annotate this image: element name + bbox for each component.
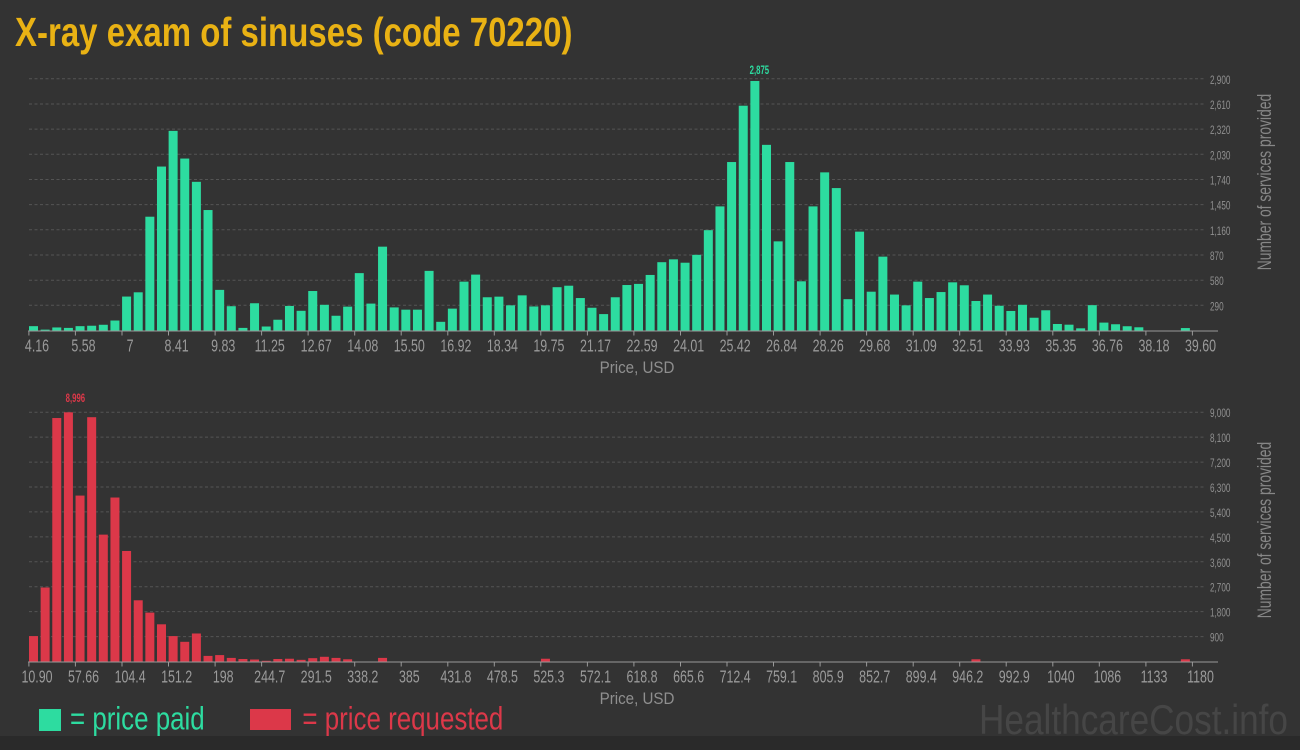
svg-text:19.75: 19.75: [533, 336, 564, 356]
svg-text:9.83: 9.83: [211, 336, 235, 356]
svg-text:1,740: 1,740: [1210, 175, 1231, 188]
svg-text:1040: 1040: [1047, 667, 1075, 687]
svg-text:104.4: 104.4: [115, 667, 146, 687]
svg-text:= price requested: = price requested: [302, 702, 503, 737]
svg-text:33.93: 33.93: [999, 336, 1030, 356]
svg-text:572.1: 572.1: [580, 667, 611, 687]
svg-text:338.2: 338.2: [347, 667, 378, 687]
svg-text:2,320: 2,320: [1210, 125, 1231, 138]
svg-text:7,200: 7,200: [1210, 458, 1231, 471]
svg-text:291.5: 291.5: [301, 667, 332, 687]
svg-text:= price paid: = price paid: [70, 702, 205, 737]
svg-text:35.35: 35.35: [1045, 336, 1076, 356]
svg-text:X-ray exam of sinuses (code 70: X-ray exam of sinuses (code 70220): [15, 9, 572, 55]
svg-text:14.08: 14.08: [347, 336, 378, 356]
svg-text:5,400: 5,400: [1210, 508, 1231, 521]
svg-text:1,450: 1,450: [1210, 200, 1231, 213]
svg-text:8.41: 8.41: [165, 336, 189, 356]
svg-text:1133: 1133: [1141, 667, 1168, 687]
svg-text:2,900: 2,900: [1210, 74, 1231, 87]
svg-text:478.5: 478.5: [487, 667, 518, 687]
svg-text:Price, USD: Price, USD: [600, 358, 675, 377]
svg-text:665.6: 665.6: [673, 667, 704, 687]
svg-text:29.68: 29.68: [859, 336, 890, 356]
svg-text:12.67: 12.67: [301, 336, 332, 356]
svg-text:2,610: 2,610: [1210, 100, 1231, 113]
svg-text:21.17: 21.17: [580, 336, 611, 356]
svg-text:Price, USD: Price, USD: [600, 689, 675, 708]
svg-text:900: 900: [1210, 632, 1224, 645]
svg-text:852.7: 852.7: [859, 667, 890, 687]
svg-text:2,700: 2,700: [1210, 582, 1231, 595]
svg-text:759.1: 759.1: [766, 667, 797, 687]
svg-text:22.59: 22.59: [626, 336, 657, 356]
svg-text:946.2: 946.2: [952, 667, 983, 687]
svg-text:580: 580: [1210, 276, 1224, 289]
svg-text:39.60: 39.60: [1185, 336, 1216, 356]
svg-text:3,600: 3,600: [1210, 557, 1231, 570]
svg-text:244.7: 244.7: [254, 667, 285, 687]
svg-text:1,160: 1,160: [1210, 225, 1231, 238]
svg-text:Number of services provided: Number of services provided: [1254, 442, 1276, 618]
svg-text:805.9: 805.9: [813, 667, 844, 687]
svg-text:385: 385: [399, 667, 420, 687]
svg-text:4.16: 4.16: [25, 336, 49, 356]
svg-text:992.9: 992.9: [999, 667, 1030, 687]
svg-text:25.42: 25.42: [720, 336, 751, 356]
svg-text:6,300: 6,300: [1210, 483, 1231, 496]
svg-text:36.76: 36.76: [1092, 336, 1123, 356]
svg-text:712.4: 712.4: [720, 667, 751, 687]
svg-text:11.25: 11.25: [255, 336, 285, 356]
svg-text:16.92: 16.92: [440, 336, 471, 356]
svg-text:5.58: 5.58: [71, 336, 95, 356]
svg-text:HealthcareCost.info: HealthcareCost.info: [979, 697, 1288, 744]
svg-text:31.09: 31.09: [906, 336, 937, 356]
svg-text:151.2: 151.2: [161, 667, 192, 687]
svg-text:1,800: 1,800: [1210, 607, 1231, 620]
svg-text:24.01: 24.01: [673, 336, 704, 356]
svg-text:9,000: 9,000: [1210, 408, 1231, 421]
svg-text:899.4: 899.4: [906, 667, 937, 687]
svg-text:8,100: 8,100: [1210, 433, 1231, 446]
svg-text:431.8: 431.8: [440, 667, 471, 687]
svg-text:8,996: 8,996: [66, 393, 86, 406]
svg-text:290: 290: [1210, 301, 1224, 314]
svg-text:10.90: 10.90: [21, 667, 52, 687]
svg-text:28.26: 28.26: [813, 336, 844, 356]
svg-text:7: 7: [127, 336, 134, 356]
svg-text:Number of services provided: Number of services provided: [1254, 94, 1276, 270]
svg-text:870: 870: [1210, 251, 1224, 264]
svg-text:1086: 1086: [1094, 667, 1122, 687]
svg-text:198: 198: [213, 667, 234, 687]
svg-text:525.3: 525.3: [533, 667, 564, 687]
svg-text:32.51: 32.51: [952, 336, 983, 356]
svg-text:618.8: 618.8: [626, 667, 657, 687]
svg-text:2,875: 2,875: [750, 65, 770, 78]
svg-text:57.66: 57.66: [68, 667, 99, 687]
svg-text:26.84: 26.84: [766, 336, 797, 356]
svg-text:1180: 1180: [1187, 667, 1214, 687]
svg-text:38.18: 38.18: [1138, 336, 1169, 356]
svg-text:15.50: 15.50: [394, 336, 425, 356]
svg-text:4,500: 4,500: [1210, 533, 1231, 546]
svg-text:2,030: 2,030: [1210, 150, 1231, 163]
svg-text:18.34: 18.34: [487, 336, 518, 356]
